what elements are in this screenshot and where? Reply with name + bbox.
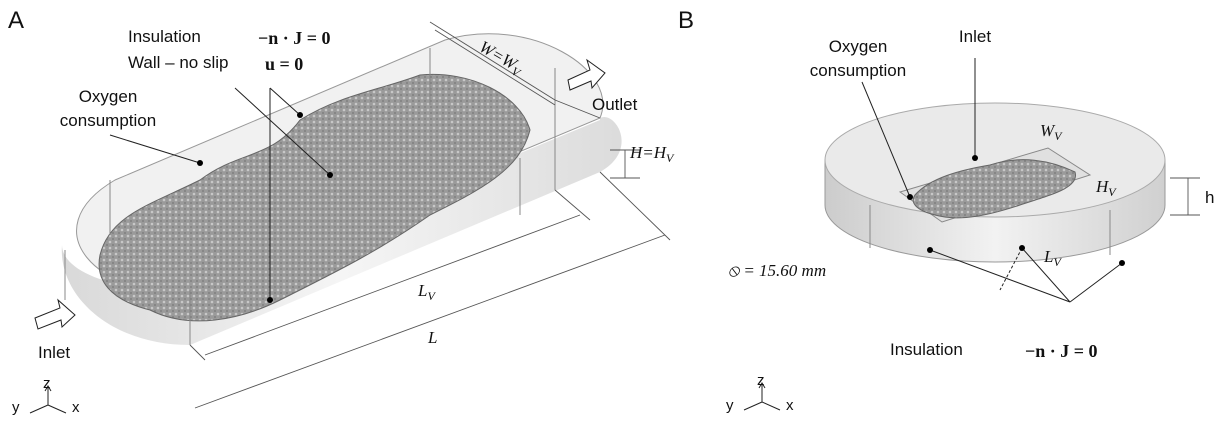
- axis-label: x: [72, 399, 80, 416]
- label: Inlet: [959, 27, 991, 46]
- dim-text: H=H: [629, 143, 668, 162]
- dot: [972, 155, 978, 161]
- dot: [297, 112, 303, 118]
- equation: −n · J = 0: [1025, 341, 1098, 361]
- dot: [927, 247, 933, 253]
- equation: −n · J = 0: [258, 28, 331, 48]
- label: Outlet: [592, 95, 638, 114]
- label: consumption: [810, 61, 906, 80]
- figure: A Insulation −n · J = 0 Wall – no slip u…: [0, 0, 1225, 429]
- axis-label: y: [726, 397, 734, 414]
- dim-sub: V: [666, 151, 675, 165]
- label: Insulation: [890, 340, 963, 359]
- dot: [327, 172, 333, 178]
- axis-label: x: [786, 397, 794, 414]
- label: Wall – no slip: [128, 53, 228, 72]
- label: Oxygen: [79, 87, 138, 106]
- label: Oxygen: [829, 37, 888, 56]
- axes-triad: z y x: [12, 375, 80, 416]
- dot: [907, 194, 913, 200]
- leader-line: [110, 135, 200, 163]
- dot: [267, 297, 273, 303]
- diameter-label: ⦸ = 15.60 mm: [728, 261, 826, 280]
- label: Insulation: [128, 27, 201, 46]
- dim-label: LV: [417, 281, 436, 303]
- dim-text: L: [417, 281, 427, 300]
- dot: [1119, 260, 1125, 266]
- label: consumption: [60, 111, 156, 130]
- label: Inlet: [38, 343, 70, 362]
- panel-letter: A: [8, 7, 24, 34]
- dim-label: L: [427, 328, 437, 347]
- dot: [1019, 245, 1025, 251]
- axes-triad: z y x: [726, 372, 794, 414]
- axis-label: z: [43, 375, 51, 392]
- axis-label: y: [12, 399, 20, 416]
- dim-sub: V: [427, 289, 436, 303]
- page: A Insulation −n · J = 0 Wall – no slip u…: [0, 0, 1225, 429]
- channel: [62, 34, 622, 345]
- well: [825, 58, 1200, 302]
- axis-label: z: [757, 372, 765, 389]
- inlet-arrow: [35, 300, 75, 329]
- dim-label: h: [1205, 188, 1214, 207]
- panel-letter: B: [678, 7, 694, 34]
- dim-text: L: [1043, 247, 1053, 266]
- dot: [197, 160, 203, 166]
- h-dim: [1170, 178, 1200, 215]
- dim-label: H=HV: [629, 143, 675, 165]
- equation: u = 0: [265, 54, 303, 74]
